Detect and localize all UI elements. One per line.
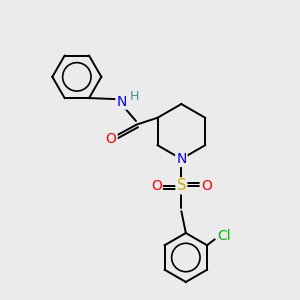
Text: O: O — [201, 179, 212, 193]
Text: H: H — [130, 90, 139, 103]
Text: S: S — [177, 178, 186, 193]
Text: O: O — [106, 132, 117, 146]
Text: Cl: Cl — [217, 229, 231, 243]
Text: N: N — [176, 152, 187, 166]
Text: N: N — [116, 94, 127, 109]
Text: O: O — [151, 179, 162, 193]
